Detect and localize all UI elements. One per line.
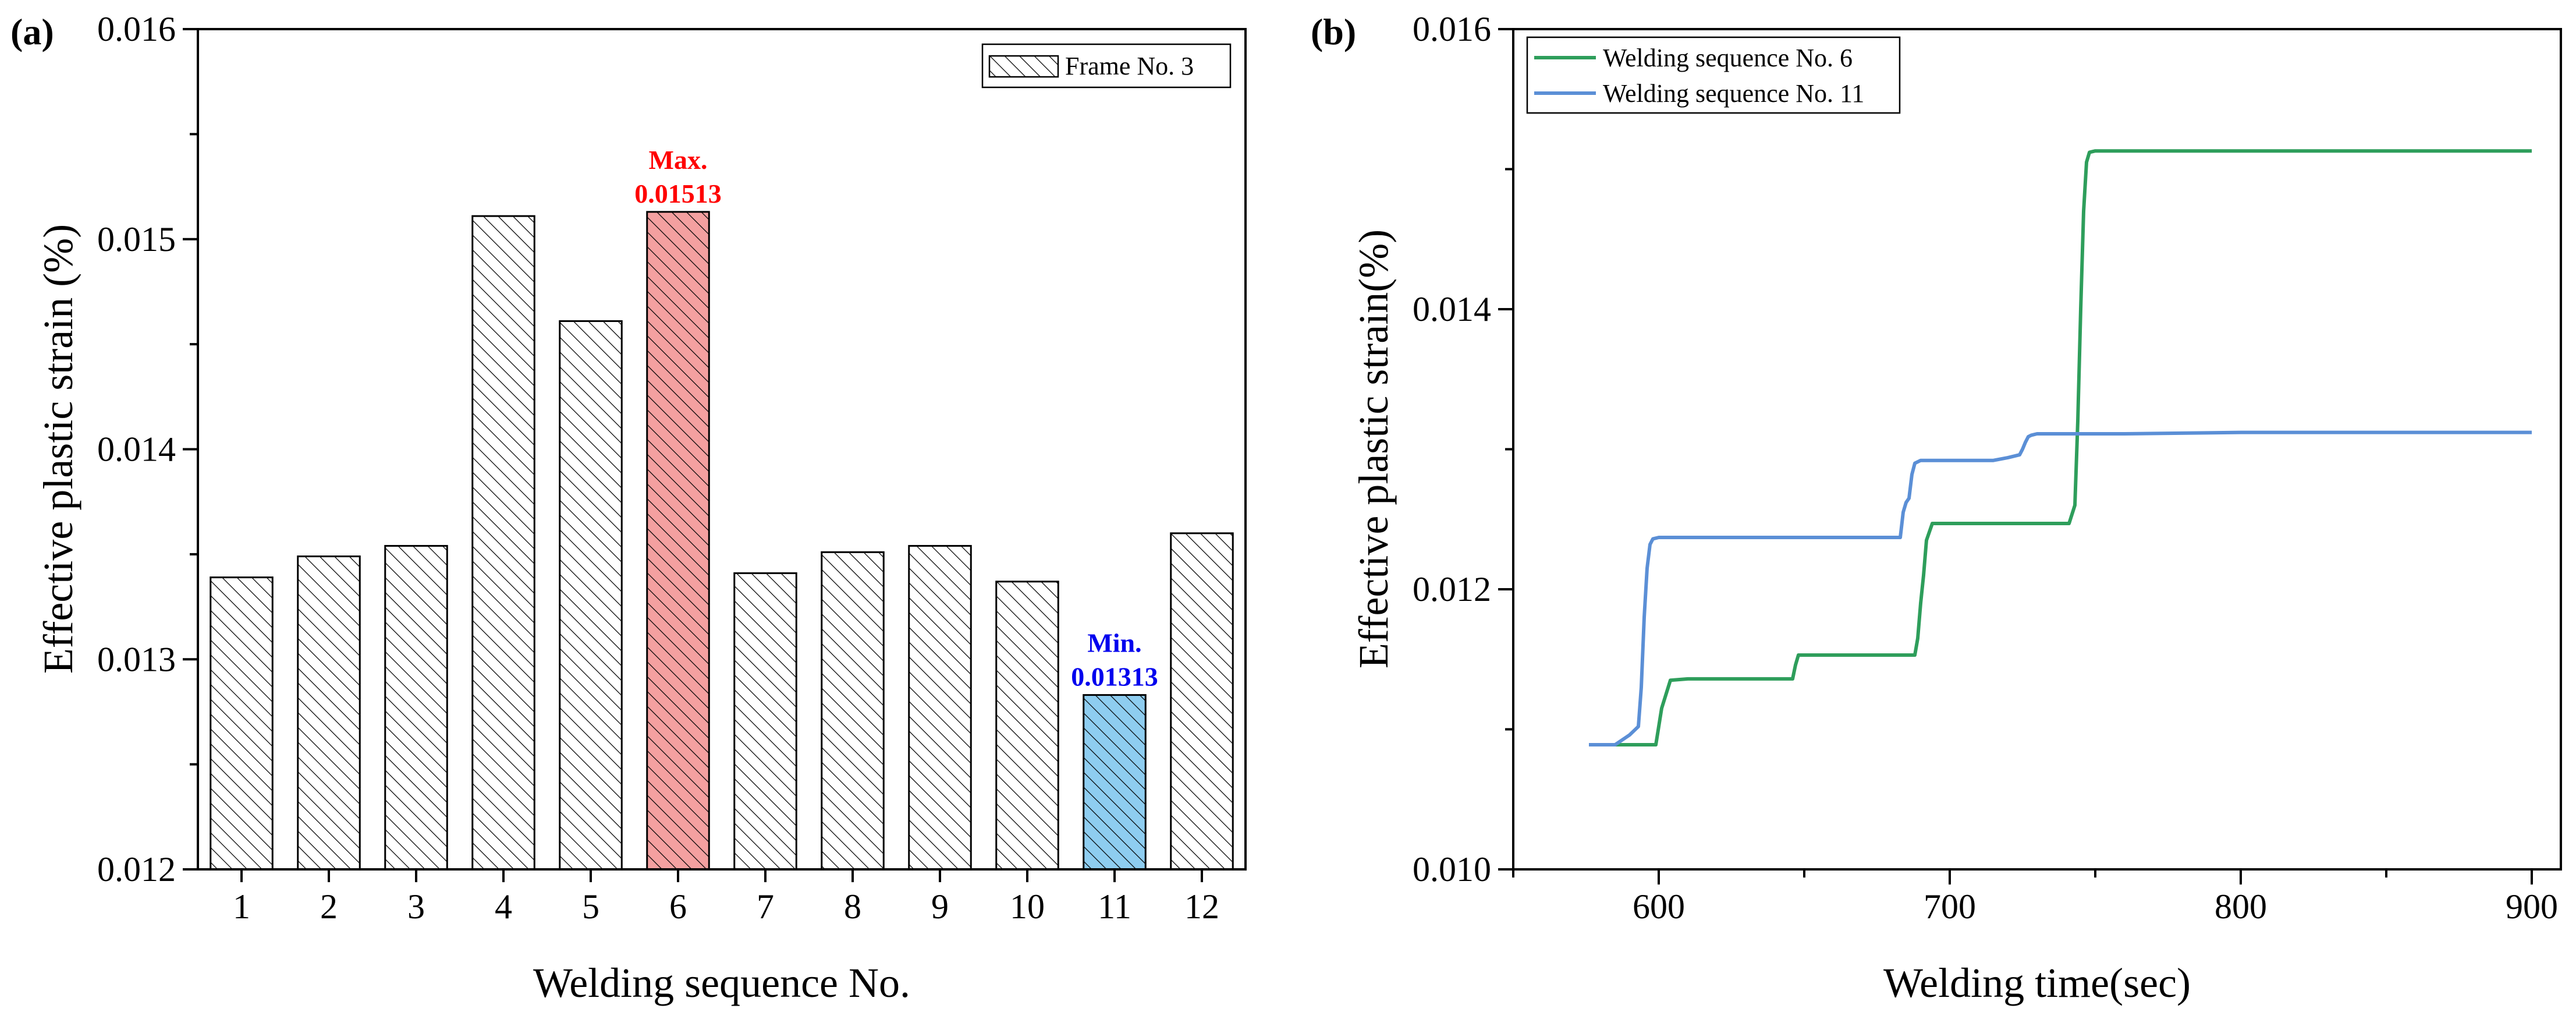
panel-a-legend-label: Frame No. 3 [1065, 52, 1194, 80]
x-tick-label: 2 [320, 887, 338, 926]
bar-8 [821, 551, 885, 871]
x-tick-label: 8 [844, 887, 861, 926]
x-tick-label: 9 [931, 887, 949, 926]
y-tick-label: 0.014 [97, 430, 176, 469]
x-tick-label: 10 [1010, 887, 1045, 926]
bar-2 [297, 555, 361, 871]
panel-b-x-axis-title: Welding time(sec) [1883, 960, 2191, 1006]
annotation-min: Min. 0.01313 [1071, 628, 1158, 692]
x-tick-label: 6 [669, 887, 687, 926]
y-tick-label: 0.016 [97, 10, 176, 48]
bar-1 [210, 576, 274, 871]
bar-6 [646, 211, 710, 871]
bar-3 [384, 544, 448, 871]
annotation-max-value: 0.01513 [634, 179, 722, 208]
panel-a-x-axis-title: Welding sequence No. [533, 960, 910, 1006]
annotation-min-title: Min. [1087, 628, 1141, 658]
annotation-max: Max. 0.01513 [634, 145, 722, 208]
y-tick-label: 0.010 [1413, 850, 1491, 889]
bar-9 [908, 544, 972, 871]
panel-a-y-axis-title: Effective plastic strain (%) [35, 224, 81, 674]
x-tick-label: 800 [2215, 887, 2267, 926]
x-tick-label: 7 [757, 887, 774, 926]
y-tick-label: 0.012 [1413, 570, 1491, 608]
panel-a-y-axis: 0.012 0.013 0.014 0.015 0.016 [97, 10, 198, 889]
panel-b-letter: (b) [1311, 11, 1356, 52]
bar-7 [733, 572, 797, 871]
x-tick-label: 700 [1924, 887, 1976, 926]
y-tick-label: 0.013 [97, 640, 176, 678]
bar-5 [559, 320, 623, 871]
y-tick-label: 0.014 [1413, 290, 1491, 328]
panel-b-x-axis: 600 700 800 900 [1512, 869, 2558, 926]
panel-b-y-axis-title: Effective plastic strain(%) [1350, 229, 1397, 668]
x-tick-label: 11 [1098, 887, 1131, 926]
x-tick-label: 3 [407, 887, 425, 926]
y-tick-label: 0.012 [97, 850, 176, 889]
x-tick-label: 600 [1633, 887, 1685, 926]
x-tick-label: 1 [233, 887, 250, 926]
panel-b-legend-box [1526, 36, 1901, 114]
x-tick-label: 5 [582, 887, 599, 926]
bar-10 [995, 581, 1059, 871]
panel-a-bars [210, 211, 1234, 871]
bar-12 [1170, 532, 1234, 871]
y-tick-label: 0.016 [1413, 10, 1491, 48]
legend-label-sequence-11: Welding sequence No. 11 [1603, 79, 1864, 108]
x-tick-label: 12 [1184, 887, 1219, 926]
x-tick-label: 900 [2506, 887, 2558, 926]
x-tick-label: 4 [495, 887, 512, 926]
panel-b-y-axis: 0.010 0.012 0.014 0.016 [1413, 10, 1513, 889]
bar-11 [1083, 694, 1147, 871]
panel-a-legend-swatch [988, 55, 1059, 78]
panel-a-legend: Frame No. 3 [981, 43, 1232, 89]
annotation-max-title: Max. [649, 145, 708, 175]
annotation-min-value: 0.01313 [1071, 662, 1158, 692]
panel-b-plot-frame [1512, 28, 2562, 871]
panel-a-x-axis: 1 2 3 4 5 6 7 8 9 10 11 12 [233, 869, 1219, 926]
panel-b-line-chart: (b) 0.010 0.012 0.014 0.016 600 700 800 900 We… [1311, 10, 2562, 1006]
panel-b-legend: Welding sequence No. 6 Welding sequence … [1526, 36, 1901, 114]
y-tick-label: 0.015 [97, 220, 176, 259]
series-line-sequence-11 [1589, 430, 2532, 746]
panel-b-lines [1589, 149, 2532, 746]
panel-a-letter: (a) [10, 11, 54, 52]
bar-4 [471, 215, 535, 871]
legend-label-sequence-6: Welding sequence No. 6 [1603, 44, 1853, 72]
series-line-sequence-6 [1589, 149, 2532, 746]
